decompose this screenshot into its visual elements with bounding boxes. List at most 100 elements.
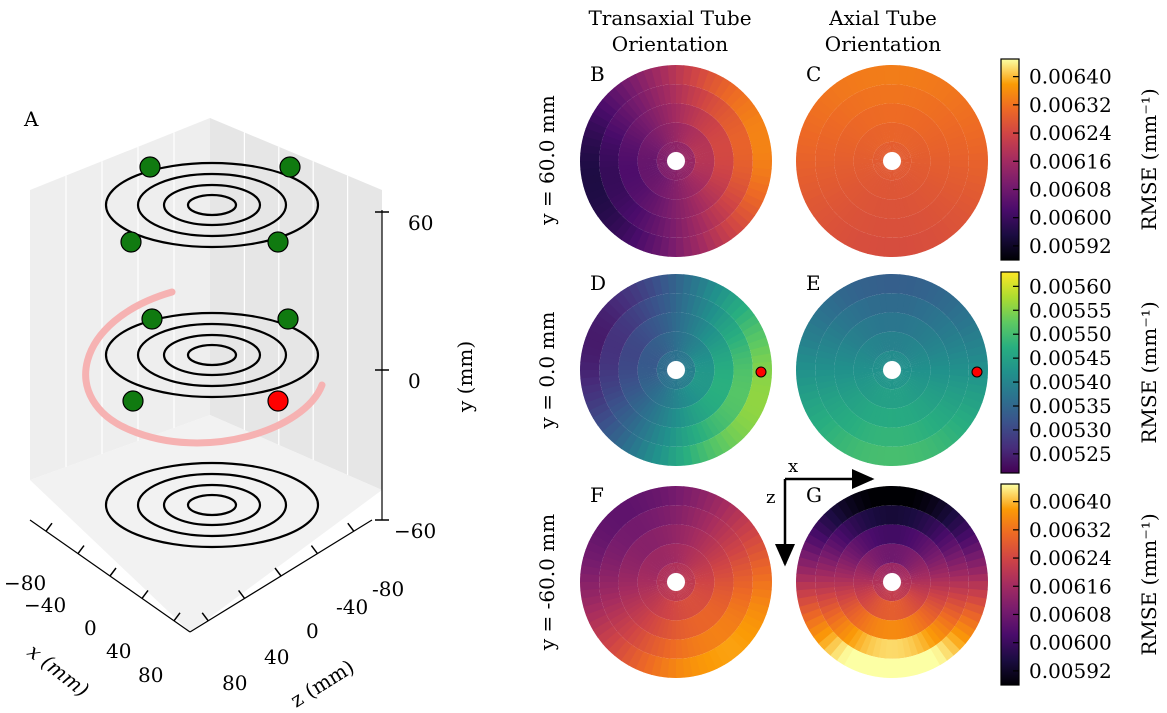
disc-F-cell (661, 619, 670, 639)
disc-G-cell (943, 548, 965, 563)
disc-F-cell (631, 606, 650, 624)
disc-D-cell (583, 337, 604, 351)
disc-E-cell (881, 332, 889, 352)
disc-C-cell (804, 113, 826, 130)
green-marker-y0-0 (141, 308, 163, 330)
disc-D-cell (695, 297, 709, 318)
disc-B-cell (631, 120, 649, 137)
disc-F-cell (710, 594, 731, 607)
disc-C-cell (863, 194, 877, 214)
z-tick-2: 0 (306, 619, 319, 643)
disc-E-cell (963, 336, 985, 351)
disc-G-cell (885, 639, 893, 659)
disc-G-cell (815, 568, 836, 578)
disc-C-cell (862, 133, 879, 149)
disc-D-cell (730, 418, 751, 438)
disc-D-cell (694, 362, 715, 369)
disc-C-cell (865, 86, 878, 108)
disc-B-cell (662, 123, 672, 144)
disc-C-cell (925, 176, 945, 190)
disc-G-cell (906, 592, 924, 607)
disc-D-cell (614, 428, 633, 450)
disc-E-cell (829, 291, 848, 312)
colorbar-1-tick-label-0: 0.00560 (1029, 274, 1112, 298)
disc-E-cell (950, 413, 972, 432)
disc-C-cell (877, 84, 887, 105)
disc-D-cell (710, 382, 731, 395)
disc-D-cell (729, 301, 750, 321)
disc-E-cell (832, 315, 852, 334)
disc-G-cell (822, 606, 843, 622)
disc-D-cell (695, 421, 710, 443)
disc-E-cell (835, 355, 855, 364)
disc-B-cell (714, 160, 734, 167)
disc-C-cell (824, 215, 844, 236)
disc-E-cell (968, 360, 988, 370)
disc-F-cell (628, 544, 647, 561)
disc-F-cell (679, 600, 687, 620)
disc-C-cell (916, 210, 932, 231)
disc-F-cell (649, 636, 662, 657)
disc-D-cell (642, 379, 661, 393)
disc-D-cell (665, 332, 673, 352)
z-tickmark-1 (310, 545, 318, 555)
disc-D-cell (709, 413, 726, 433)
disc-D-cell (680, 293, 690, 314)
disc-C-cell (837, 201, 856, 221)
disc-F-cell (720, 614, 740, 632)
disc-F-cell (656, 618, 667, 638)
disc-F-cell (686, 637, 697, 658)
disc-B-cell (592, 105, 614, 124)
disc-F-cell (639, 565, 659, 576)
disc-B-cell (603, 180, 625, 195)
disc-C-cell (829, 194, 849, 211)
disc-B-cell (638, 113, 654, 132)
disc-D-cell (675, 312, 682, 332)
disc-E-cell (918, 328, 937, 346)
colorbar-2-tick-label-4: 0.00608 (1029, 602, 1112, 626)
disc-E-cell (858, 320, 873, 339)
disc-F-cell (680, 599, 690, 620)
x-tick-0: −80 (4, 571, 46, 595)
disc-panel-F: F (579, 483, 773, 679)
disc-C-cell (891, 103, 898, 123)
disc-B-cell (694, 165, 714, 175)
disc-E-cell (903, 384, 917, 402)
disc-B-cell (669, 218, 677, 238)
disc-C-cell (947, 140, 968, 151)
disc-B-cell (709, 131, 729, 145)
disc-D-cell (661, 293, 671, 314)
disc-F-cell (634, 491, 650, 513)
disc-B-cell (634, 116, 652, 135)
disc-F-cell (747, 548, 769, 563)
disc-E-cell (857, 350, 876, 363)
disc-G-cell (860, 593, 878, 607)
disc-E-cell (817, 343, 838, 356)
disc-D-cell (656, 406, 667, 426)
disc-B-cell (588, 193, 610, 210)
disc-C-cell (897, 217, 907, 238)
disc-F-cell (596, 520, 618, 539)
disc-F-cell (688, 552, 704, 569)
disc-E-cell (917, 279, 933, 301)
z-tick-0: -80 (372, 577, 404, 601)
disc-D-cell (695, 277, 709, 298)
row-label-y60: y = 60.0 mm (535, 95, 559, 226)
disc-E-cell (858, 401, 874, 421)
disc-F-center-hole (667, 573, 685, 591)
disc-F-cell (714, 644, 732, 666)
disc-B-cell (694, 153, 715, 160)
disc-D-cell (720, 402, 740, 420)
disc-C-cell (884, 122, 891, 143)
disc-E-cell (905, 382, 922, 398)
disc-C-cell (921, 182, 940, 199)
disc-D-cell (585, 329, 607, 345)
disc-E-cell (855, 353, 875, 364)
disc-F-cell (583, 549, 604, 563)
disc-D-cell (725, 330, 746, 346)
disc-C-cell (926, 173, 947, 186)
disc-B-cell (682, 104, 691, 124)
disc-E-cell (847, 394, 866, 412)
disc-D-cell (713, 410, 731, 429)
disc-F-cell (612, 532, 632, 550)
